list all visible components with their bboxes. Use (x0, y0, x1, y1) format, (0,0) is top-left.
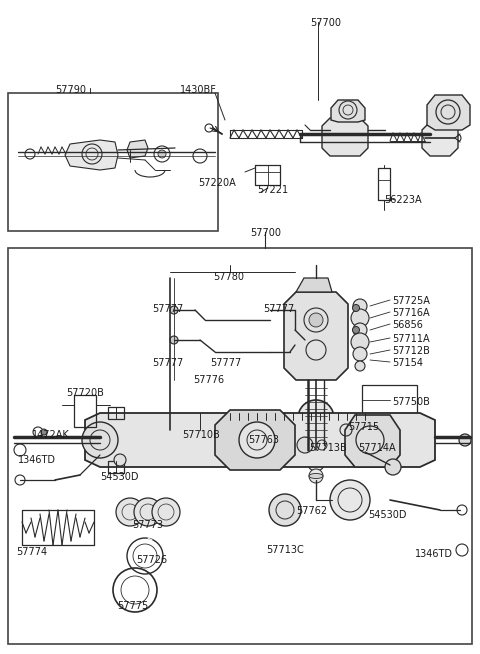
Circle shape (309, 469, 323, 483)
Ellipse shape (309, 415, 323, 421)
Bar (108, 461, 124, 473)
Ellipse shape (309, 473, 323, 479)
Text: 1472AK: 1472AK (32, 430, 70, 440)
Text: 57750B: 57750B (392, 397, 430, 407)
Circle shape (41, 429, 47, 435)
Circle shape (298, 400, 334, 436)
Polygon shape (65, 140, 118, 170)
Circle shape (291, 348, 299, 356)
Circle shape (291, 306, 299, 314)
Text: 57726: 57726 (136, 555, 167, 565)
Text: 54530D: 54530D (368, 510, 407, 520)
Circle shape (385, 459, 401, 475)
Text: 57777: 57777 (152, 358, 183, 368)
Text: 57777: 57777 (152, 304, 183, 314)
Circle shape (134, 498, 162, 526)
Bar (74, 395, 96, 427)
Circle shape (82, 422, 118, 458)
Polygon shape (85, 413, 435, 467)
Text: 57762: 57762 (296, 506, 327, 516)
Text: 57773: 57773 (132, 520, 163, 530)
Bar (108, 407, 124, 419)
Text: 57712B: 57712B (392, 346, 430, 356)
Circle shape (304, 436, 328, 460)
Circle shape (330, 480, 370, 520)
Circle shape (309, 313, 323, 327)
Text: 57714A: 57714A (358, 443, 396, 453)
Ellipse shape (309, 430, 323, 434)
Circle shape (307, 453, 325, 471)
Circle shape (352, 326, 360, 334)
Ellipse shape (309, 460, 323, 464)
Text: 57220A: 57220A (198, 178, 236, 188)
Circle shape (353, 323, 367, 337)
Circle shape (269, 494, 301, 526)
Polygon shape (127, 140, 148, 158)
Text: 57221: 57221 (257, 185, 288, 195)
Circle shape (355, 361, 365, 371)
Text: 57720B: 57720B (66, 388, 104, 398)
Text: 57710B: 57710B (182, 430, 220, 440)
Text: 57790: 57790 (55, 85, 86, 95)
Circle shape (459, 434, 471, 446)
Ellipse shape (309, 445, 323, 451)
Circle shape (170, 336, 178, 344)
Circle shape (158, 150, 166, 158)
Polygon shape (284, 292, 348, 380)
Text: 57700: 57700 (250, 228, 281, 238)
Text: 57713B: 57713B (309, 443, 347, 453)
Text: 57725A: 57725A (392, 296, 430, 306)
Polygon shape (331, 100, 365, 122)
Polygon shape (215, 410, 295, 470)
Circle shape (239, 422, 275, 458)
Text: 57777: 57777 (210, 358, 241, 368)
Text: 57700: 57700 (310, 18, 341, 28)
Polygon shape (427, 95, 470, 130)
Polygon shape (422, 122, 458, 156)
Bar (8, 248, 472, 644)
Circle shape (116, 498, 144, 526)
Circle shape (170, 306, 178, 314)
Text: 57713C: 57713C (266, 545, 304, 555)
Text: 57780: 57780 (213, 272, 244, 282)
Circle shape (351, 333, 369, 351)
Polygon shape (322, 118, 368, 156)
Bar (8, 93, 218, 231)
Circle shape (353, 299, 367, 313)
Text: 56856: 56856 (392, 320, 423, 330)
Circle shape (301, 417, 331, 447)
Circle shape (152, 498, 180, 526)
Text: 1346TD: 1346TD (18, 455, 56, 465)
Polygon shape (296, 278, 332, 292)
Text: 57776: 57776 (193, 375, 224, 385)
Text: 56223A: 56223A (384, 195, 421, 205)
Text: 57711A: 57711A (392, 334, 430, 344)
Circle shape (356, 426, 384, 454)
Circle shape (351, 309, 369, 327)
Bar (362, 385, 417, 413)
Circle shape (297, 437, 313, 453)
Text: 57777: 57777 (263, 304, 294, 314)
Circle shape (114, 454, 126, 466)
Text: 57774: 57774 (16, 547, 47, 557)
Text: 57715: 57715 (348, 422, 379, 432)
Text: 57775: 57775 (117, 601, 148, 611)
Text: 54530D: 54530D (100, 472, 139, 482)
Text: 57154: 57154 (392, 358, 423, 368)
Text: 1430BF: 1430BF (180, 85, 217, 95)
Text: 1346TD: 1346TD (415, 549, 453, 559)
Polygon shape (345, 415, 400, 467)
Text: 57716A: 57716A (392, 308, 430, 318)
Text: 57763: 57763 (248, 435, 279, 445)
Circle shape (352, 305, 360, 311)
Circle shape (353, 347, 367, 361)
